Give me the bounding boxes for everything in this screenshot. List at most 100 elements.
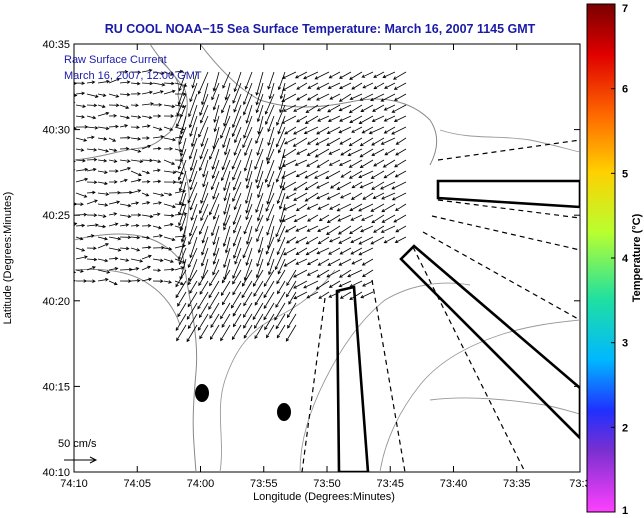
current-vector-arrow-icon bbox=[198, 302, 209, 319]
current-vector-arrow-icon bbox=[276, 269, 286, 285]
current-vector-arrow-icon bbox=[360, 291, 374, 299]
x-axis-ticks: 74:10 74:05 74:00 73:55 73:50 73:45 73:40 73:35… bbox=[60, 44, 591, 490]
current-vector-arrow-icon bbox=[86, 167, 97, 172]
transect-dashed-2 bbox=[431, 215, 580, 251]
current-vector-arrow-icon bbox=[263, 302, 275, 321]
current-vector-arrow-icon bbox=[383, 104, 396, 111]
current-vector-arrow-icon bbox=[75, 137, 88, 142]
current-vector-arrow-icon bbox=[130, 278, 141, 283]
current-vector-arrow-icon bbox=[174, 225, 184, 230]
current-vector-arrow-icon bbox=[350, 236, 363, 243]
current-vector-arrow-icon bbox=[373, 82, 385, 90]
current-vector-arrow-icon bbox=[277, 258, 286, 275]
current-vector-arrow-icon bbox=[180, 225, 187, 243]
current-vector-arrow-icon bbox=[296, 82, 308, 90]
current-vector-arrow-icon bbox=[54, 257, 66, 260]
current-vector-arrow-icon bbox=[210, 170, 220, 191]
current-vector-arrow-icon bbox=[75, 167, 89, 172]
current-vector-arrow-icon bbox=[395, 225, 407, 233]
current-vector-arrow-icon bbox=[267, 115, 275, 133]
current-vector-arrow-icon bbox=[220, 159, 231, 182]
current-vector-arrow-icon bbox=[220, 115, 231, 139]
current-vector-arrow-icon bbox=[97, 203, 109, 207]
current-vector-arrow-icon bbox=[232, 104, 242, 129]
current-vector-arrow-icon bbox=[373, 225, 385, 233]
current-vector-arrow-icon bbox=[336, 203, 352, 212]
current-vector-arrow-icon bbox=[208, 280, 220, 299]
current-vector-arrow-icon bbox=[86, 80, 96, 85]
current-vector-arrow-icon bbox=[76, 279, 88, 283]
current-vector-arrow-icon bbox=[306, 291, 319, 299]
current-vector-arrow-icon bbox=[234, 247, 242, 265]
current-vector-arrow-icon bbox=[223, 170, 231, 192]
current-vector-arrow-icon bbox=[97, 243, 109, 249]
x-tick-label: 74:05 bbox=[123, 478, 151, 490]
current-vector-arrow-icon bbox=[152, 279, 164, 283]
current-vector-arrow-icon bbox=[243, 93, 253, 116]
current-vector-arrow-icon bbox=[232, 269, 242, 285]
current-vector-arrow-icon bbox=[266, 324, 275, 339]
current-vector-arrow-icon bbox=[188, 225, 198, 246]
current-vector-arrow-icon bbox=[336, 181, 352, 190]
current-vector-arrow-icon bbox=[279, 93, 286, 114]
current-vector-arrow-icon bbox=[296, 115, 308, 123]
current-vector-arrow-icon bbox=[244, 137, 253, 157]
current-vector-arrow-icon bbox=[306, 258, 319, 265]
current-vector-arrow-icon bbox=[119, 178, 128, 183]
current-vector-arrow-icon bbox=[54, 202, 66, 205]
current-vector-arrow-icon bbox=[349, 225, 363, 235]
current-vector-arrow-icon bbox=[188, 93, 198, 118]
current-vector-arrow-icon bbox=[119, 135, 131, 140]
current-vector-arrow-icon bbox=[130, 258, 144, 263]
current-vector-arrow-icon bbox=[245, 170, 253, 190]
current-vector-arrow-icon bbox=[337, 214, 352, 222]
current-vector-arrow-icon bbox=[317, 236, 330, 245]
current-vector-arrow-icon bbox=[393, 214, 407, 223]
current-vector-arrow-icon bbox=[119, 92, 131, 97]
current-vector-arrow-icon bbox=[383, 115, 396, 122]
current-vector-arrow-icon bbox=[307, 82, 319, 89]
current-vector-arrow-icon bbox=[178, 170, 187, 192]
current-vector-arrow-icon bbox=[265, 104, 275, 125]
current-vector-arrow-icon bbox=[276, 181, 286, 205]
current-vector-arrow-icon bbox=[274, 247, 286, 271]
current-vector-arrow-icon bbox=[221, 313, 231, 328]
current-vector-arrow-icon bbox=[232, 258, 242, 279]
current-vector-arrow-icon bbox=[163, 170, 177, 175]
current-vector-arrow-icon bbox=[223, 192, 231, 216]
current-vector-arrow-icon bbox=[326, 269, 341, 278]
current-vector-arrow-icon bbox=[54, 171, 65, 174]
current-vector-arrow-icon bbox=[338, 236, 352, 244]
current-vector-arrow-icon bbox=[220, 302, 231, 320]
current-vector-arrow-icon bbox=[74, 160, 76, 163]
buoy-marker-2 bbox=[277, 403, 291, 421]
current-vector-arrow-icon bbox=[108, 169, 119, 173]
current-vector-arrow-icon bbox=[202, 170, 209, 188]
current-vector-arrow-icon bbox=[190, 203, 198, 221]
current-vector-arrow-icon bbox=[200, 203, 209, 222]
current-vector-arrow-icon bbox=[175, 313, 187, 332]
y-tick-label: 40:25 bbox=[42, 210, 70, 222]
bathymetry-contour-1 bbox=[219, 269, 336, 472]
current-vector-arrow-icon bbox=[188, 104, 198, 129]
current-vector-arrow-icon bbox=[152, 82, 166, 87]
current-vector-arrow-icon bbox=[305, 104, 319, 114]
current-vector-arrow-icon bbox=[256, 104, 264, 123]
current-vector-arrow-icon bbox=[142, 136, 150, 140]
current-vector-arrow-icon bbox=[382, 159, 396, 168]
current-vector-arrow-icon bbox=[266, 148, 275, 165]
current-vector-arrow-icon bbox=[74, 169, 76, 171]
current-vector-arrow-icon bbox=[268, 82, 275, 100]
current-vector-arrow-icon bbox=[276, 104, 286, 126]
current-vector-arrow-icon bbox=[130, 247, 141, 252]
current-vector-arrow-icon bbox=[284, 137, 297, 145]
current-vector-arrow-icon bbox=[295, 258, 308, 265]
current-vector-arrow-icon bbox=[230, 291, 242, 309]
current-vector-arrow-icon bbox=[190, 126, 198, 148]
x-tick-label: 74:10 bbox=[60, 478, 88, 490]
current-vector-arrow-icon bbox=[75, 247, 86, 252]
current-vector-arrow-icon bbox=[254, 313, 264, 329]
current-vector-arrow-icon bbox=[97, 224, 107, 229]
current-vector-arrow-icon bbox=[244, 71, 253, 90]
current-vector-arrow-icon bbox=[213, 104, 220, 123]
